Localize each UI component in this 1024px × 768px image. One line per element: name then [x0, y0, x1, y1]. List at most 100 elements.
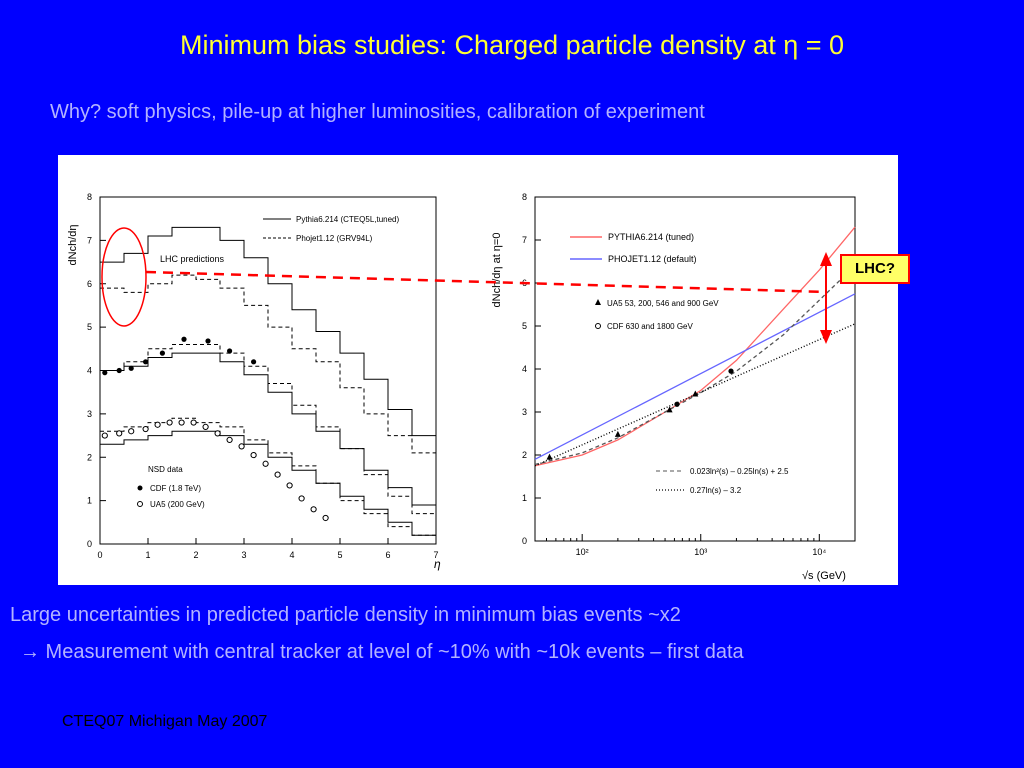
left-chart-ua5-point	[166, 419, 173, 426]
left-chart-ua5-point	[214, 430, 221, 437]
left-chart-ua5-point	[298, 495, 305, 502]
left-chart-xtick-label: 2	[193, 550, 198, 560]
left-chart-ylabel: dNch/dη	[67, 225, 79, 266]
right-chart-xlabel: √s (GeV)	[802, 570, 846, 582]
right-chart-ytick-label: 4	[522, 364, 527, 374]
right-chart-ytick-label: 8	[522, 192, 527, 202]
left-chart-series-line	[100, 226, 437, 445]
left-chart-xlabel: η	[434, 557, 441, 571]
right-legend-fit2: 0.27ln(s) – 3.2	[690, 486, 742, 495]
left-chart-ua5-point	[116, 430, 123, 437]
right-chart-cdf-point	[728, 368, 734, 374]
left-chart-xtick-label: 0	[97, 550, 102, 560]
right-chart-ua5-point	[692, 390, 699, 397]
right-chart-legend-top: PYTHIA6.214 (tuned) PHOJET1.12 (default)	[570, 232, 697, 264]
left-chart-ytick-label: 8	[87, 192, 92, 202]
left-chart-ytick-label: 0	[87, 539, 92, 549]
left-chart-cdf-point	[227, 348, 233, 354]
left-chart-cdf-point	[102, 370, 108, 376]
left-chart-ua5-point	[310, 506, 317, 513]
left-chart-xtick-label: 1	[145, 550, 150, 560]
right-chart-series-line	[534, 323, 856, 467]
right-chart-ytick-label: 7	[522, 235, 527, 245]
left-chart-ytick-label: 5	[87, 322, 92, 332]
slide-title: Minimum bias studies: Charged particle d…	[179, 30, 845, 60]
left-chart-xtick-label: 7	[433, 550, 438, 560]
left-chart-ua5-point	[128, 428, 135, 435]
right-legend-phojet: PHOJET1.12 (default)	[608, 254, 697, 264]
left-chart-series-line	[100, 417, 437, 542]
right-chart-series-line	[534, 226, 856, 467]
left-chart-ua5-point	[274, 471, 281, 478]
left-chart-ua5-point	[322, 514, 329, 522]
left-chart-cdf-point	[181, 336, 187, 342]
left-chart-ua5-point	[226, 436, 233, 443]
left-chart-xtick-label: 5	[337, 550, 342, 560]
left-chart-xtick-label: 4	[289, 550, 294, 560]
left-legend-ua5: UA5 (200 GeV)	[150, 500, 205, 509]
left-chart-ua5-point	[178, 419, 185, 426]
left-chart-panel: 0 1 2 3 4 5 6 7 0 1 2 3 4 5 6 7 8 dNch/dη η LHC predicti…	[58, 155, 480, 585]
lhc-arrow-up-head	[820, 252, 832, 266]
left-chart-cdf-point	[128, 365, 134, 371]
slide-footer: CTEQ07 Michigan May 2007	[62, 713, 268, 730]
left-chart-xtick-label: 6	[385, 550, 390, 560]
right-legend-fit1: 0.023ln²(s) – 0.25ln(s) + 2.5	[690, 467, 789, 476]
right-legend-ua5: UA5 53, 200, 546 and 900 GeV	[607, 299, 719, 308]
right-chart-series-line	[534, 265, 856, 466]
right-chart-panel: 10²10³10⁴012345678 dNch/dη at η=0 √s (Ge…	[480, 155, 898, 585]
right-chart: 10²10³10⁴012345678 dNch/dη at η=0 √s (Ge…	[491, 192, 856, 582]
left-chart-legend-top: Pythia6.214 (CTEQ5L,tuned) Phojet1.12 (G…	[263, 215, 400, 243]
right-chart-xtick-label: 10⁴	[812, 547, 826, 557]
right-chart-xtick-label: 10³	[694, 547, 707, 557]
right-chart-series-line	[534, 293, 856, 460]
left-chart-series-line	[100, 344, 437, 527]
left-chart-xtick-label: 3	[241, 550, 246, 560]
lhc-arrow-down-head	[820, 330, 832, 344]
right-chart-ua5-point	[614, 430, 621, 437]
left-legend-phojet: Phojet1.12 (GRV94L)	[296, 234, 373, 243]
left-chart-cdf-point	[116, 367, 122, 374]
slide-subtitle: Why? soft physics, pile-up at higher lum…	[50, 101, 705, 123]
left-chart-ua5-point	[101, 432, 108, 439]
left-chart-legend-bottom: NSD data CDF (1.8 TeV) UA5 (200 GeV)	[137, 465, 205, 509]
left-chart-ua5-point	[142, 425, 149, 433]
left-chart-ua5-point	[286, 482, 293, 489]
left-legend-pythia: Pythia6.214 (CTEQ5L,tuned)	[296, 215, 400, 224]
left-chart-annotation: LHC predictions	[160, 254, 225, 264]
right-chart-cdf-point	[674, 401, 680, 407]
right-chart-ytick-label: 0	[522, 536, 527, 546]
left-chart-ytick-label: 2	[87, 452, 92, 462]
right-chart-ytick-label: 3	[522, 407, 527, 417]
lhc-dashed-connector	[145, 270, 827, 294]
right-chart-ytick-label: 5	[522, 321, 527, 331]
right-legend-cdf: CDF 630 and 1800 GeV	[607, 322, 693, 331]
left-chart-cdf-point	[205, 338, 211, 344]
lhc-callout-label: LHC?	[855, 260, 895, 277]
left-chart-ytick-label: 1	[87, 496, 92, 506]
left-chart: 0 1 2 3 4 5 6 7 0 1 2 3 4 5 6 7 8 dNch/dη η LHC predicti…	[67, 192, 441, 571]
left-chart-ua5-point	[154, 421, 161, 428]
right-chart-ylabel: dNch/dη at η=0	[491, 233, 503, 308]
left-legend-nsd-title: NSD data	[148, 465, 183, 474]
bullet-uncertainty: Large uncertainties in predicted particl…	[10, 604, 681, 626]
lhc-highlight-ellipse	[101, 227, 147, 327]
left-chart-cdf-point	[251, 359, 257, 365]
left-chart-ytick-label: 3	[87, 409, 92, 419]
bullet-measurement: → Measurement with central tracker at le…	[20, 641, 744, 663]
left-chart-ua5-point	[262, 460, 269, 467]
left-chart-ua5-point	[250, 451, 257, 459]
left-chart-cdf-point	[159, 350, 165, 356]
left-chart-series-line	[100, 274, 437, 466]
left-chart-series-line	[100, 430, 437, 542]
left-chart-ytick-label: 7	[87, 235, 92, 245]
right-chart-ua5-point	[666, 406, 673, 413]
right-legend-pythia: PYTHIA6.214 (tuned)	[608, 232, 694, 242]
left-chart-cdf-point	[143, 359, 149, 365]
left-legend-cdf: CDF (1.8 TeV)	[150, 484, 201, 493]
right-chart-legend-middle: UA5 53, 200, 546 and 900 GeV CDF 630 and…	[595, 299, 719, 331]
right-chart-ytick-label: 1	[522, 493, 527, 503]
right-chart-ua5-point	[546, 453, 553, 460]
lhc-callout: LHC?	[840, 254, 910, 284]
